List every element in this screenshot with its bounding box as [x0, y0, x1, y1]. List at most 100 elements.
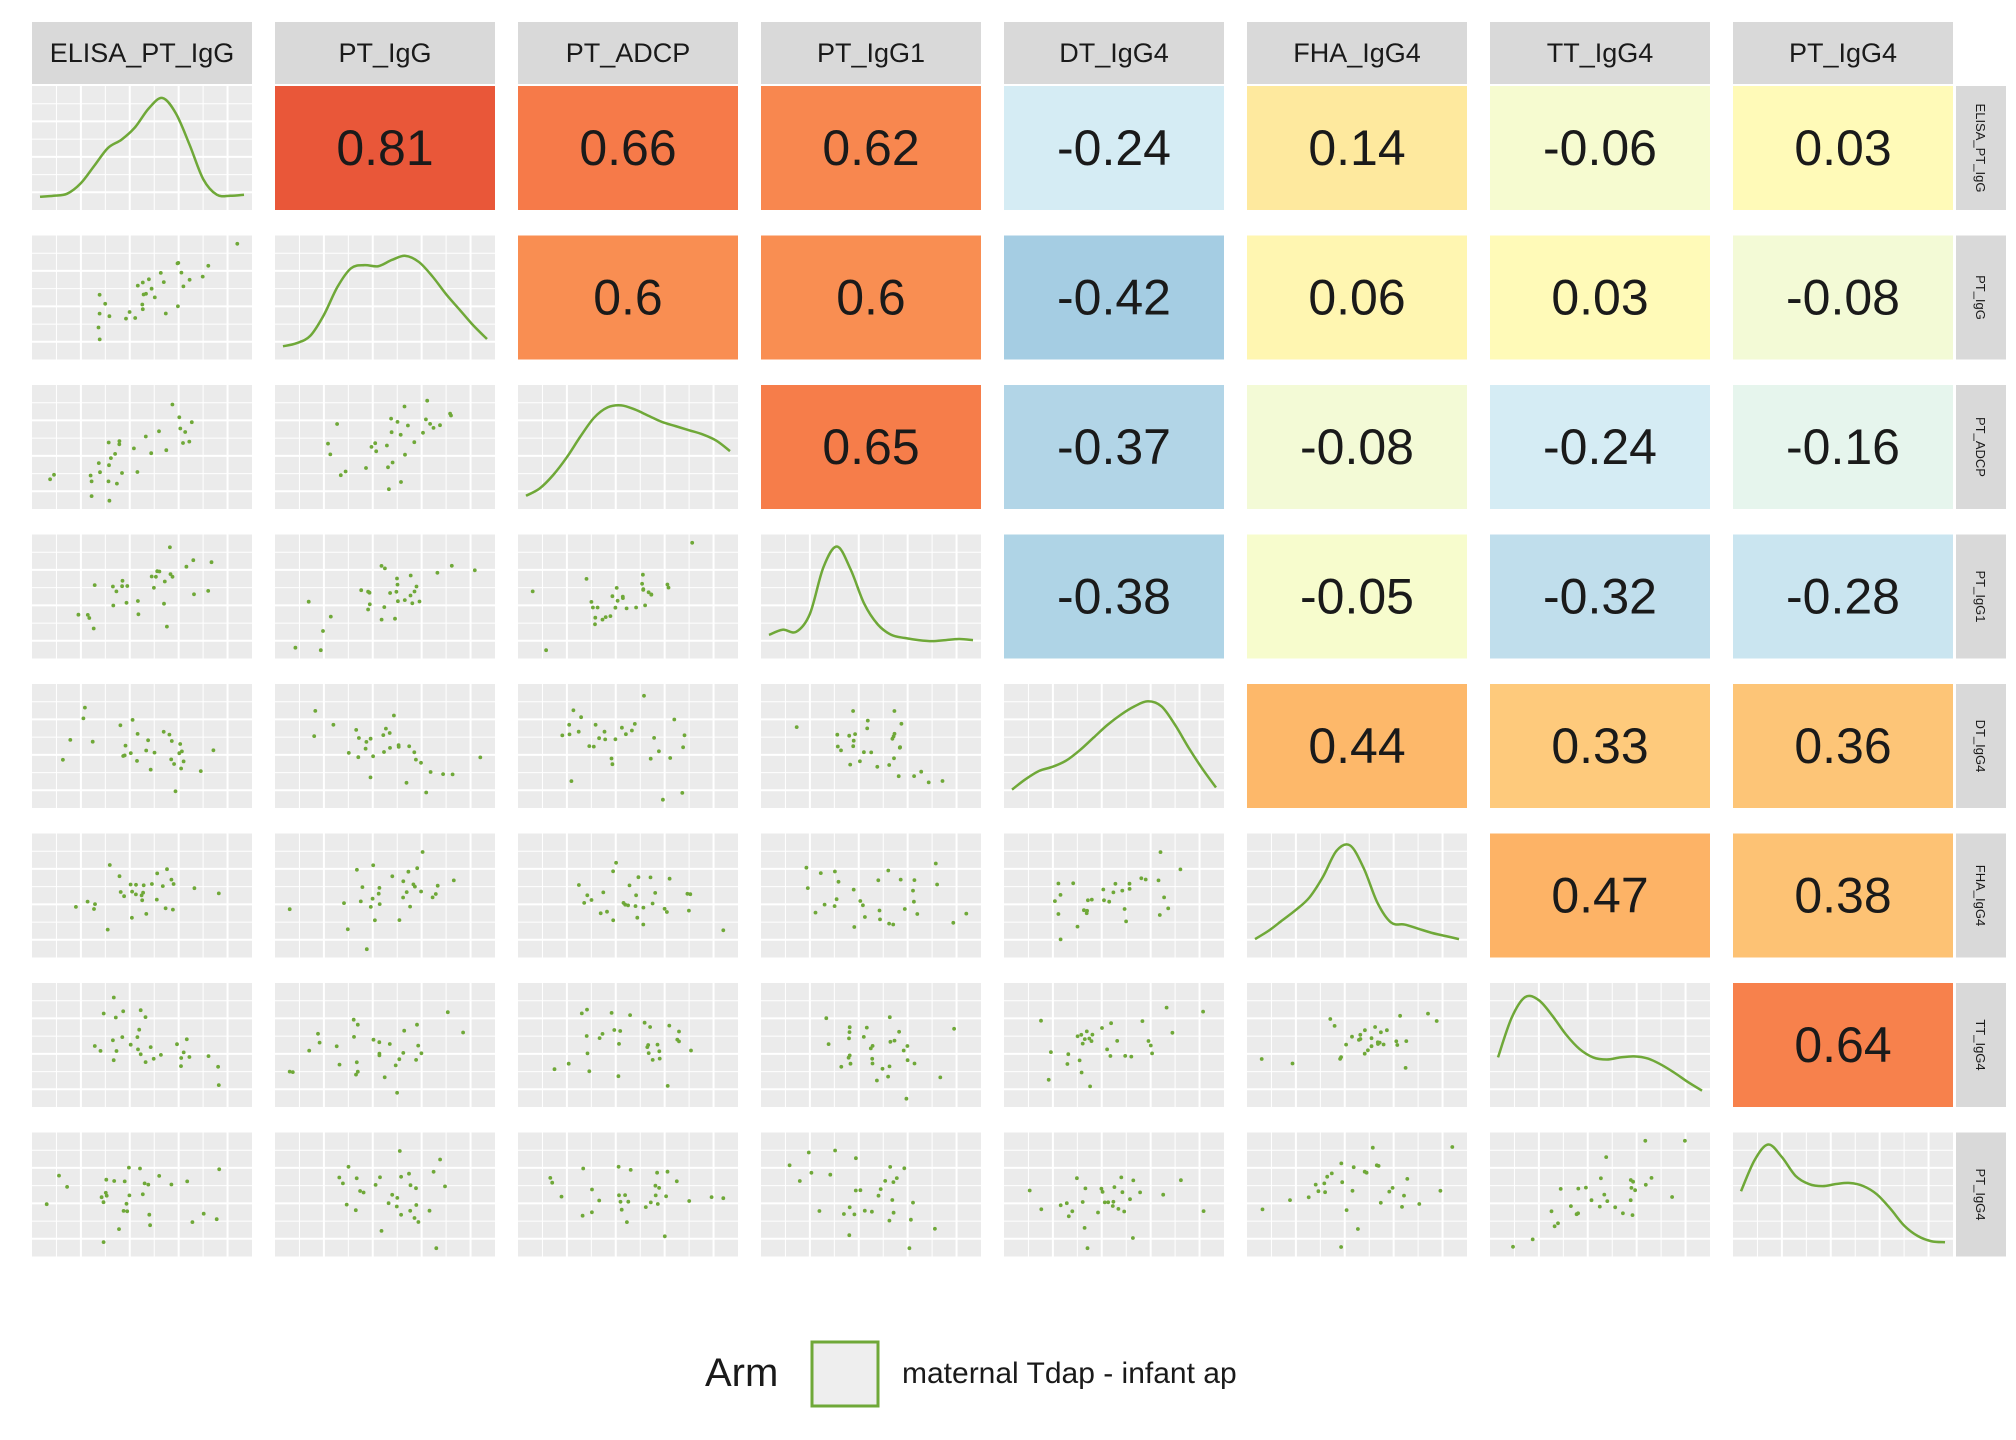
- scatter-point: [1370, 1145, 1375, 1150]
- scatter-point: [128, 882, 133, 887]
- scatter-point: [379, 1229, 384, 1233]
- scatter-point: [933, 1226, 937, 1231]
- scatter-point: [824, 1016, 829, 1021]
- scatter-point: [1116, 1207, 1121, 1211]
- scatter-point: [140, 280, 145, 285]
- scatter-point: [371, 1037, 376, 1042]
- density-panel-pt-adcp: [518, 385, 738, 509]
- row-strip-pt-igg: [1956, 235, 2006, 360]
- scatter-point: [577, 883, 581, 887]
- scatter-point: [399, 1174, 403, 1179]
- correlation-label: 0.03: [1794, 120, 1891, 176]
- scatter-point: [919, 769, 924, 774]
- scatter-point: [368, 905, 373, 909]
- correlation-label: 0.6: [593, 270, 663, 326]
- column-label-pt-igg: PT_IgG: [338, 38, 431, 68]
- scatter-point: [287, 907, 292, 912]
- scatter-point: [1108, 1054, 1113, 1058]
- scatter-point: [870, 1056, 875, 1061]
- scatter-point: [571, 708, 576, 713]
- scatter-point: [103, 1190, 108, 1195]
- correlation-label: 0.36: [1794, 718, 1891, 774]
- scatter-point: [1613, 1205, 1618, 1210]
- scatter-point: [381, 733, 386, 737]
- correlation-cell: 0.33: [1490, 684, 1710, 808]
- scatter-point: [587, 744, 592, 748]
- scatter-point: [1325, 1174, 1330, 1179]
- correlation-cell: 0.64: [1733, 983, 1953, 1107]
- scatter-point: [1084, 1029, 1089, 1034]
- scatter-point: [851, 887, 856, 892]
- scatter-point: [1080, 1200, 1085, 1204]
- scatter-point: [373, 441, 378, 446]
- correlation-cell: 0.36: [1733, 684, 1953, 808]
- scatter-point: [144, 748, 149, 753]
- scatter-point: [1260, 1207, 1265, 1212]
- scatter-point: [435, 570, 440, 575]
- scatter-point: [847, 1205, 852, 1210]
- scatter-point: [1621, 1211, 1625, 1216]
- scatter-point: [408, 904, 412, 909]
- scatter-point: [177, 415, 182, 420]
- scatter-point: [662, 906, 667, 911]
- scatter-point: [354, 1060, 359, 1065]
- scatter-point: [1649, 1176, 1654, 1180]
- column-label-pt-igg1: PT_IgG1: [817, 38, 925, 68]
- scatter-point: [399, 1212, 403, 1217]
- scatter-panel: [275, 1132, 495, 1257]
- scatter-point: [650, 1058, 655, 1062]
- density-curve: [282, 254, 488, 348]
- correlation-label: -0.16: [1786, 419, 1900, 475]
- scatter-panel: [32, 983, 252, 1107]
- scatter-point: [364, 740, 369, 744]
- scatter-point: [106, 479, 111, 484]
- scatter-point: [157, 429, 161, 434]
- scatter-point: [416, 1220, 421, 1224]
- scatter-point: [1039, 1018, 1043, 1023]
- scatter-point: [836, 879, 841, 884]
- scatter-point: [107, 863, 112, 867]
- scatter-point: [883, 1179, 888, 1183]
- scatter-point: [200, 274, 205, 279]
- scatter-point: [1369, 1036, 1374, 1041]
- scatter-point: [387, 1042, 392, 1046]
- scatter-point: [316, 1031, 320, 1036]
- row-strip-pt-adcp: [1956, 385, 2006, 509]
- correlation-label: -0.08: [1300, 419, 1414, 475]
- scatter-point: [839, 748, 843, 753]
- scatter-point: [113, 1015, 118, 1020]
- scatter-point: [1363, 1028, 1367, 1033]
- scatter-panel: [275, 833, 495, 958]
- scatter-point: [478, 755, 483, 760]
- scatter-point: [407, 744, 412, 749]
- scatter-point: [169, 1182, 174, 1187]
- scatter-point: [355, 1022, 360, 1027]
- scatter-point: [1373, 1025, 1377, 1029]
- scatter-point: [111, 603, 116, 608]
- scatter-point: [952, 1026, 956, 1031]
- correlation-tile: [1490, 86, 1710, 210]
- scatter-point: [567, 732, 572, 737]
- scatter-point: [395, 576, 399, 581]
- scatter-point: [1162, 895, 1166, 900]
- scatter-point: [1049, 1050, 1053, 1054]
- scatter-point: [143, 1060, 148, 1064]
- scatter-point: [1120, 1190, 1125, 1195]
- legend-label: maternal Tdap - infant ap: [902, 1357, 1237, 1390]
- scatter-point: [1082, 1226, 1087, 1230]
- scatter-point: [1058, 937, 1063, 942]
- scatter-point: [1109, 1021, 1113, 1026]
- scatter-point: [664, 1194, 668, 1199]
- scatter-point: [152, 750, 157, 755]
- scatter-point: [97, 337, 102, 342]
- scatter-point: [852, 1212, 857, 1217]
- scatter-point: [951, 920, 956, 925]
- scatter-point: [417, 599, 422, 604]
- scatter-point: [1120, 888, 1125, 893]
- correlation-label: -0.38: [1057, 569, 1171, 625]
- scatter-point: [1143, 877, 1148, 882]
- scatter-point: [401, 895, 405, 900]
- scatter-point: [354, 1072, 358, 1077]
- scatter-point: [662, 1234, 667, 1239]
- scatter-point: [833, 869, 837, 874]
